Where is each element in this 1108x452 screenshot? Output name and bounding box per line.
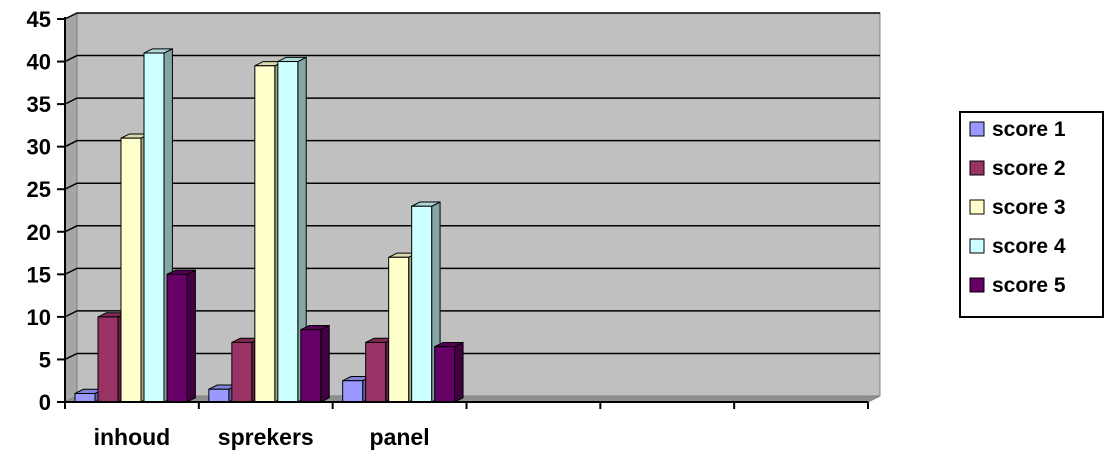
y-tick-label: 35 — [27, 92, 51, 117]
gridline — [64, 12, 880, 20]
bar — [277, 56, 307, 403]
legend-swatch — [969, 238, 985, 254]
legend-entry: score 5 — [969, 274, 1066, 297]
bar — [166, 269, 196, 403]
gridline — [64, 267, 880, 276]
bar-front — [342, 380, 364, 403]
bar-front — [300, 329, 322, 403]
legend-entry: score 1 — [969, 118, 1066, 141]
plot-side-wall — [64, 12, 78, 403]
y-tick-label: 40 — [27, 50, 51, 75]
y-tick-label: 15 — [27, 262, 51, 287]
gridline — [64, 54, 880, 63]
y-tick-label: 10 — [27, 305, 51, 330]
bar-front — [388, 256, 410, 403]
plot-back-wall — [76, 12, 881, 397]
bar-front — [277, 61, 299, 403]
legend-entry: score 2 — [969, 157, 1066, 180]
legend-label: score 3 — [992, 196, 1066, 219]
bar-front — [411, 205, 433, 403]
y-tick-label: 0 — [39, 390, 51, 415]
bar — [231, 337, 261, 403]
gridline — [64, 352, 880, 361]
bar-side — [186, 269, 196, 403]
bar-front — [231, 341, 253, 403]
legend: score 1 score 2 score 3 score 4 score 5 — [959, 111, 1104, 318]
legend-label: score 5 — [992, 274, 1066, 297]
legend-entry: score 3 — [969, 196, 1066, 219]
gridline — [64, 97, 880, 105]
y-tick-label: 45 — [27, 7, 51, 32]
legend-swatch — [969, 277, 985, 293]
bar-front — [74, 392, 96, 403]
y-tick-label: 5 — [39, 347, 51, 372]
legend-entry: score 4 — [969, 235, 1066, 258]
legend-label: score 1 — [992, 118, 1066, 141]
axes: 0 5 10 15 20 25 30 35 40 45 inhoud sprekers panel — [27, 7, 869, 450]
bar-front — [143, 52, 165, 403]
x-category-label: sprekers — [218, 424, 314, 450]
legend-label: score 2 — [992, 157, 1066, 180]
bar-front — [434, 346, 456, 403]
bar-front — [365, 341, 387, 403]
bar-front — [97, 316, 119, 403]
legend-swatch — [969, 160, 985, 176]
y-tick-label: 30 — [27, 135, 51, 160]
x-category-label: inhoud — [94, 424, 171, 450]
bars — [74, 48, 464, 403]
y-tick-label: 20 — [27, 220, 51, 245]
x-category-label: panel — [370, 424, 430, 450]
bar-front — [208, 388, 230, 403]
bar-front — [166, 273, 188, 403]
bar — [300, 324, 330, 403]
legend-swatch — [969, 121, 985, 137]
bar-front — [120, 137, 142, 403]
gridline — [64, 182, 880, 190]
gridline — [64, 139, 880, 148]
bar-side — [320, 324, 330, 403]
bar — [434, 341, 464, 403]
gridline — [64, 310, 880, 318]
y-tick-label: 25 — [27, 177, 51, 202]
bar-side — [454, 341, 464, 403]
bar-front — [254, 65, 276, 403]
legend-swatch — [969, 199, 985, 215]
legend-label: score 4 — [992, 235, 1066, 258]
gridline — [64, 225, 880, 233]
